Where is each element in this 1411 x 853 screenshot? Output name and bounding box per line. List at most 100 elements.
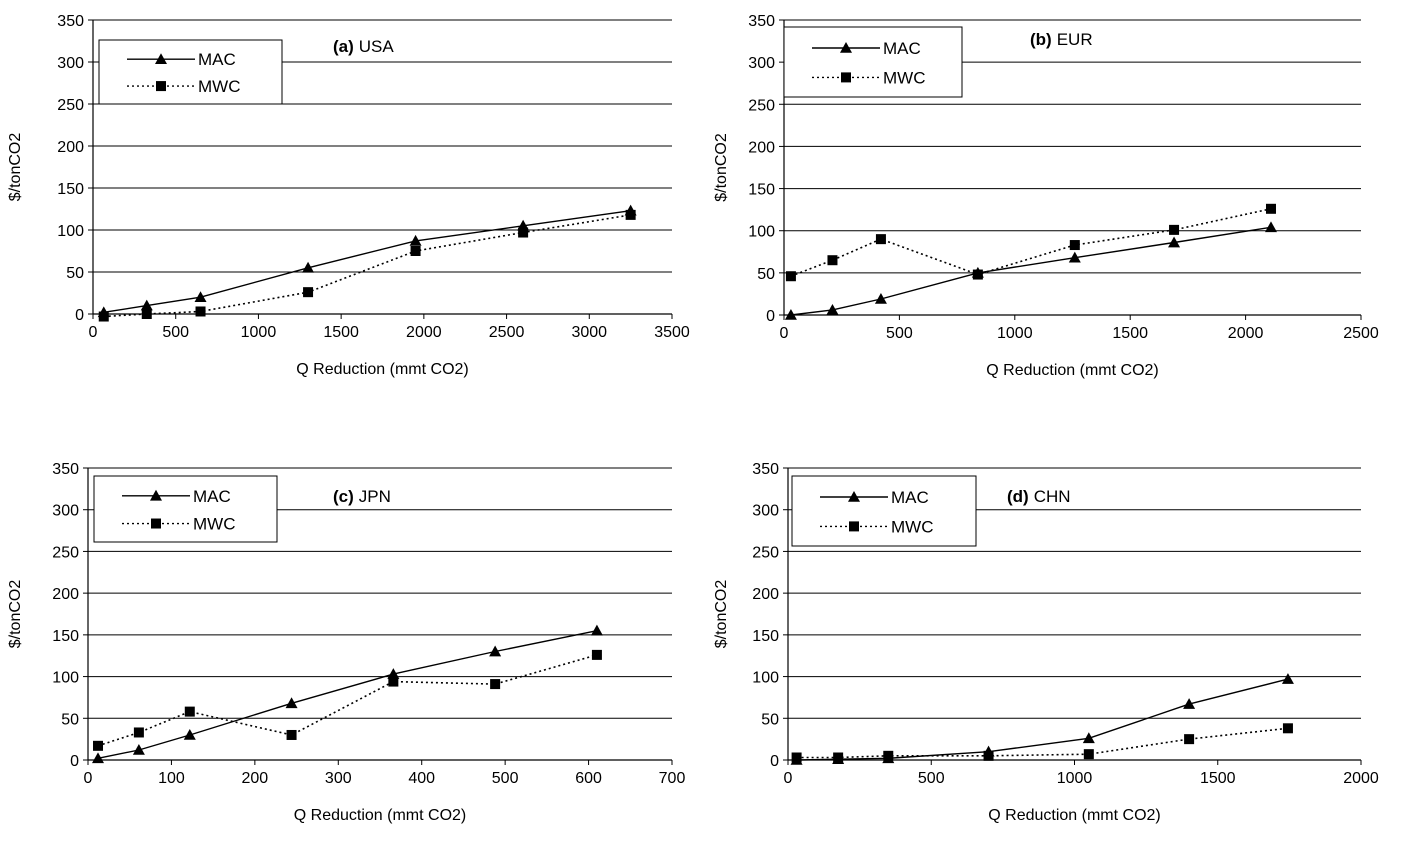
legend-box: [791, 475, 977, 547]
legend-label-mac: MAC: [193, 487, 231, 506]
x-tick-label-3: 1500: [1112, 325, 1148, 342]
point-mwc-1: [833, 752, 844, 763]
legend-marker-mwc: [841, 72, 851, 83]
y-tick-label-0: 0: [70, 753, 79, 770]
point-mwc-6: [1282, 723, 1293, 734]
point-mac-0: [784, 309, 797, 320]
y-tick-label-1: 50: [757, 266, 775, 283]
point-mwc-4: [388, 676, 399, 687]
y-tick-label-5: 250: [57, 97, 84, 114]
x-tick-label-1: 100: [158, 770, 185, 787]
point-mwc-2: [883, 750, 894, 761]
x-tick-label-0: 0: [780, 325, 789, 342]
y-tick-label-2: 100: [57, 223, 84, 240]
point-mwc-6: [625, 209, 636, 220]
point-mac-2: [874, 292, 887, 304]
legend-marker-mac: [150, 489, 162, 501]
point-mwc-3: [303, 287, 314, 298]
chart-jpn: 0 50 100 150 200 250 300 350 0 100 200 300 400 500 600…: [7, 461, 685, 824]
y-tick-label-0: 0: [770, 753, 779, 770]
y-tick-label-3: 150: [752, 628, 779, 645]
x-tick-label-2: 1000: [997, 325, 1033, 342]
x-tick-label-2: 1000: [1057, 770, 1093, 787]
legend: MAC MWC: [93, 475, 278, 543]
point-mac-1: [132, 743, 145, 755]
point-mwc-5: [1184, 734, 1195, 745]
y-tick-label-3: 150: [52, 628, 79, 645]
y-tick-label-0: 0: [75, 307, 84, 324]
point-mwc-6: [1265, 203, 1276, 214]
legend-label-mac: MAC: [198, 50, 236, 69]
point-mwc-1: [141, 309, 152, 319]
y-tick-label-1: 50: [61, 711, 79, 728]
point-mwc-1: [133, 727, 144, 738]
x-tick-label-2: 200: [242, 770, 269, 787]
x-tick-label-5: 2500: [1343, 325, 1379, 342]
series-line-mac: [97, 630, 598, 759]
x-axis-title: Q Reduction (mmt CO2): [294, 807, 466, 824]
y-tick-label-7: 350: [52, 461, 79, 478]
point-mac-5: [1168, 236, 1181, 248]
y-tick-label-5: 250: [52, 544, 79, 561]
point-mac-5: [1183, 698, 1196, 709]
point-mwc-5: [490, 679, 501, 690]
x-tick-label-5: 500: [492, 770, 519, 787]
series-line-mac: [103, 210, 631, 313]
legend-box: [93, 475, 278, 543]
y-tick-label-6: 300: [752, 503, 779, 520]
series-line-mac: [796, 678, 1289, 761]
point-mwc-3: [972, 269, 983, 280]
x-tick-label-5: 2500: [489, 324, 525, 341]
y-tick-label-5: 250: [752, 544, 779, 561]
point-mac-6: [1281, 673, 1294, 684]
y-tick-label-3: 150: [748, 182, 775, 199]
y-tick-label-1: 50: [66, 265, 84, 282]
panel-tag: (a): [333, 37, 354, 56]
x-tick-label-4: 2000: [406, 324, 442, 341]
y-tick-label-2: 100: [748, 224, 775, 241]
series-line-mwc: [97, 654, 598, 747]
point-mwc-3: [983, 750, 994, 761]
legend-label-mwc: MWC: [198, 77, 240, 96]
y-tick-label-4: 200: [52, 586, 79, 603]
point-mwc-0: [791, 752, 802, 763]
legend-box: [783, 26, 963, 98]
panel-name: EUR: [1057, 30, 1093, 49]
y-tick-label-7: 350: [752, 461, 779, 478]
x-tick-label-3: 1500: [1200, 770, 1236, 787]
y-tick-label-2: 100: [752, 670, 779, 687]
x-tick-label-2: 1000: [241, 324, 277, 341]
point-mac-3: [285, 697, 298, 709]
series-line-mwc: [790, 208, 1272, 277]
point-mac-1: [826, 303, 839, 315]
y-tick-label-5: 250: [748, 97, 775, 114]
point-mac-4: [1068, 251, 1081, 263]
panel-tag: (b): [1030, 30, 1052, 49]
legend-marker-mwc: [849, 521, 859, 532]
point-mac-4: [387, 668, 400, 679]
panel-name: CHN: [1034, 487, 1071, 506]
x-tick-label-4: 400: [408, 770, 435, 787]
point-mac-6: [1264, 221, 1277, 233]
panel-subtitle: (d) CHN: [1007, 487, 1071, 506]
x-tick-label-6: 600: [575, 770, 602, 787]
x-tick-label-3: 300: [325, 770, 352, 787]
y-tick-label-7: 350: [748, 13, 775, 30]
y-axis-title: $/tonCO2: [713, 133, 730, 202]
point-mwc-0: [93, 740, 104, 751]
legend-marker-mac: [840, 42, 852, 53]
x-axis-title: Q Reduction (mmt CO2): [296, 361, 468, 378]
point-mwc-4: [410, 246, 421, 256]
x-tick-label-4: 2000: [1228, 325, 1264, 342]
y-axis-title: $/tonCO2: [7, 580, 24, 649]
legend-label-mwc: MWC: [193, 515, 235, 534]
y-tick-label-6: 300: [57, 55, 84, 72]
point-mwc-4: [1069, 240, 1080, 251]
point-mwc-2: [184, 706, 195, 717]
legend: MAC MWC: [783, 26, 963, 98]
chart-panel-jpn: 0 50 100 150 200 250 300 350 0 100 200 300 400 500 600…: [0, 448, 700, 848]
legend-label-mwc: MWC: [883, 68, 925, 87]
point-mac-2: [183, 728, 196, 740]
legend: MAC MWC: [98, 39, 283, 105]
point-mac-2: [194, 291, 207, 302]
